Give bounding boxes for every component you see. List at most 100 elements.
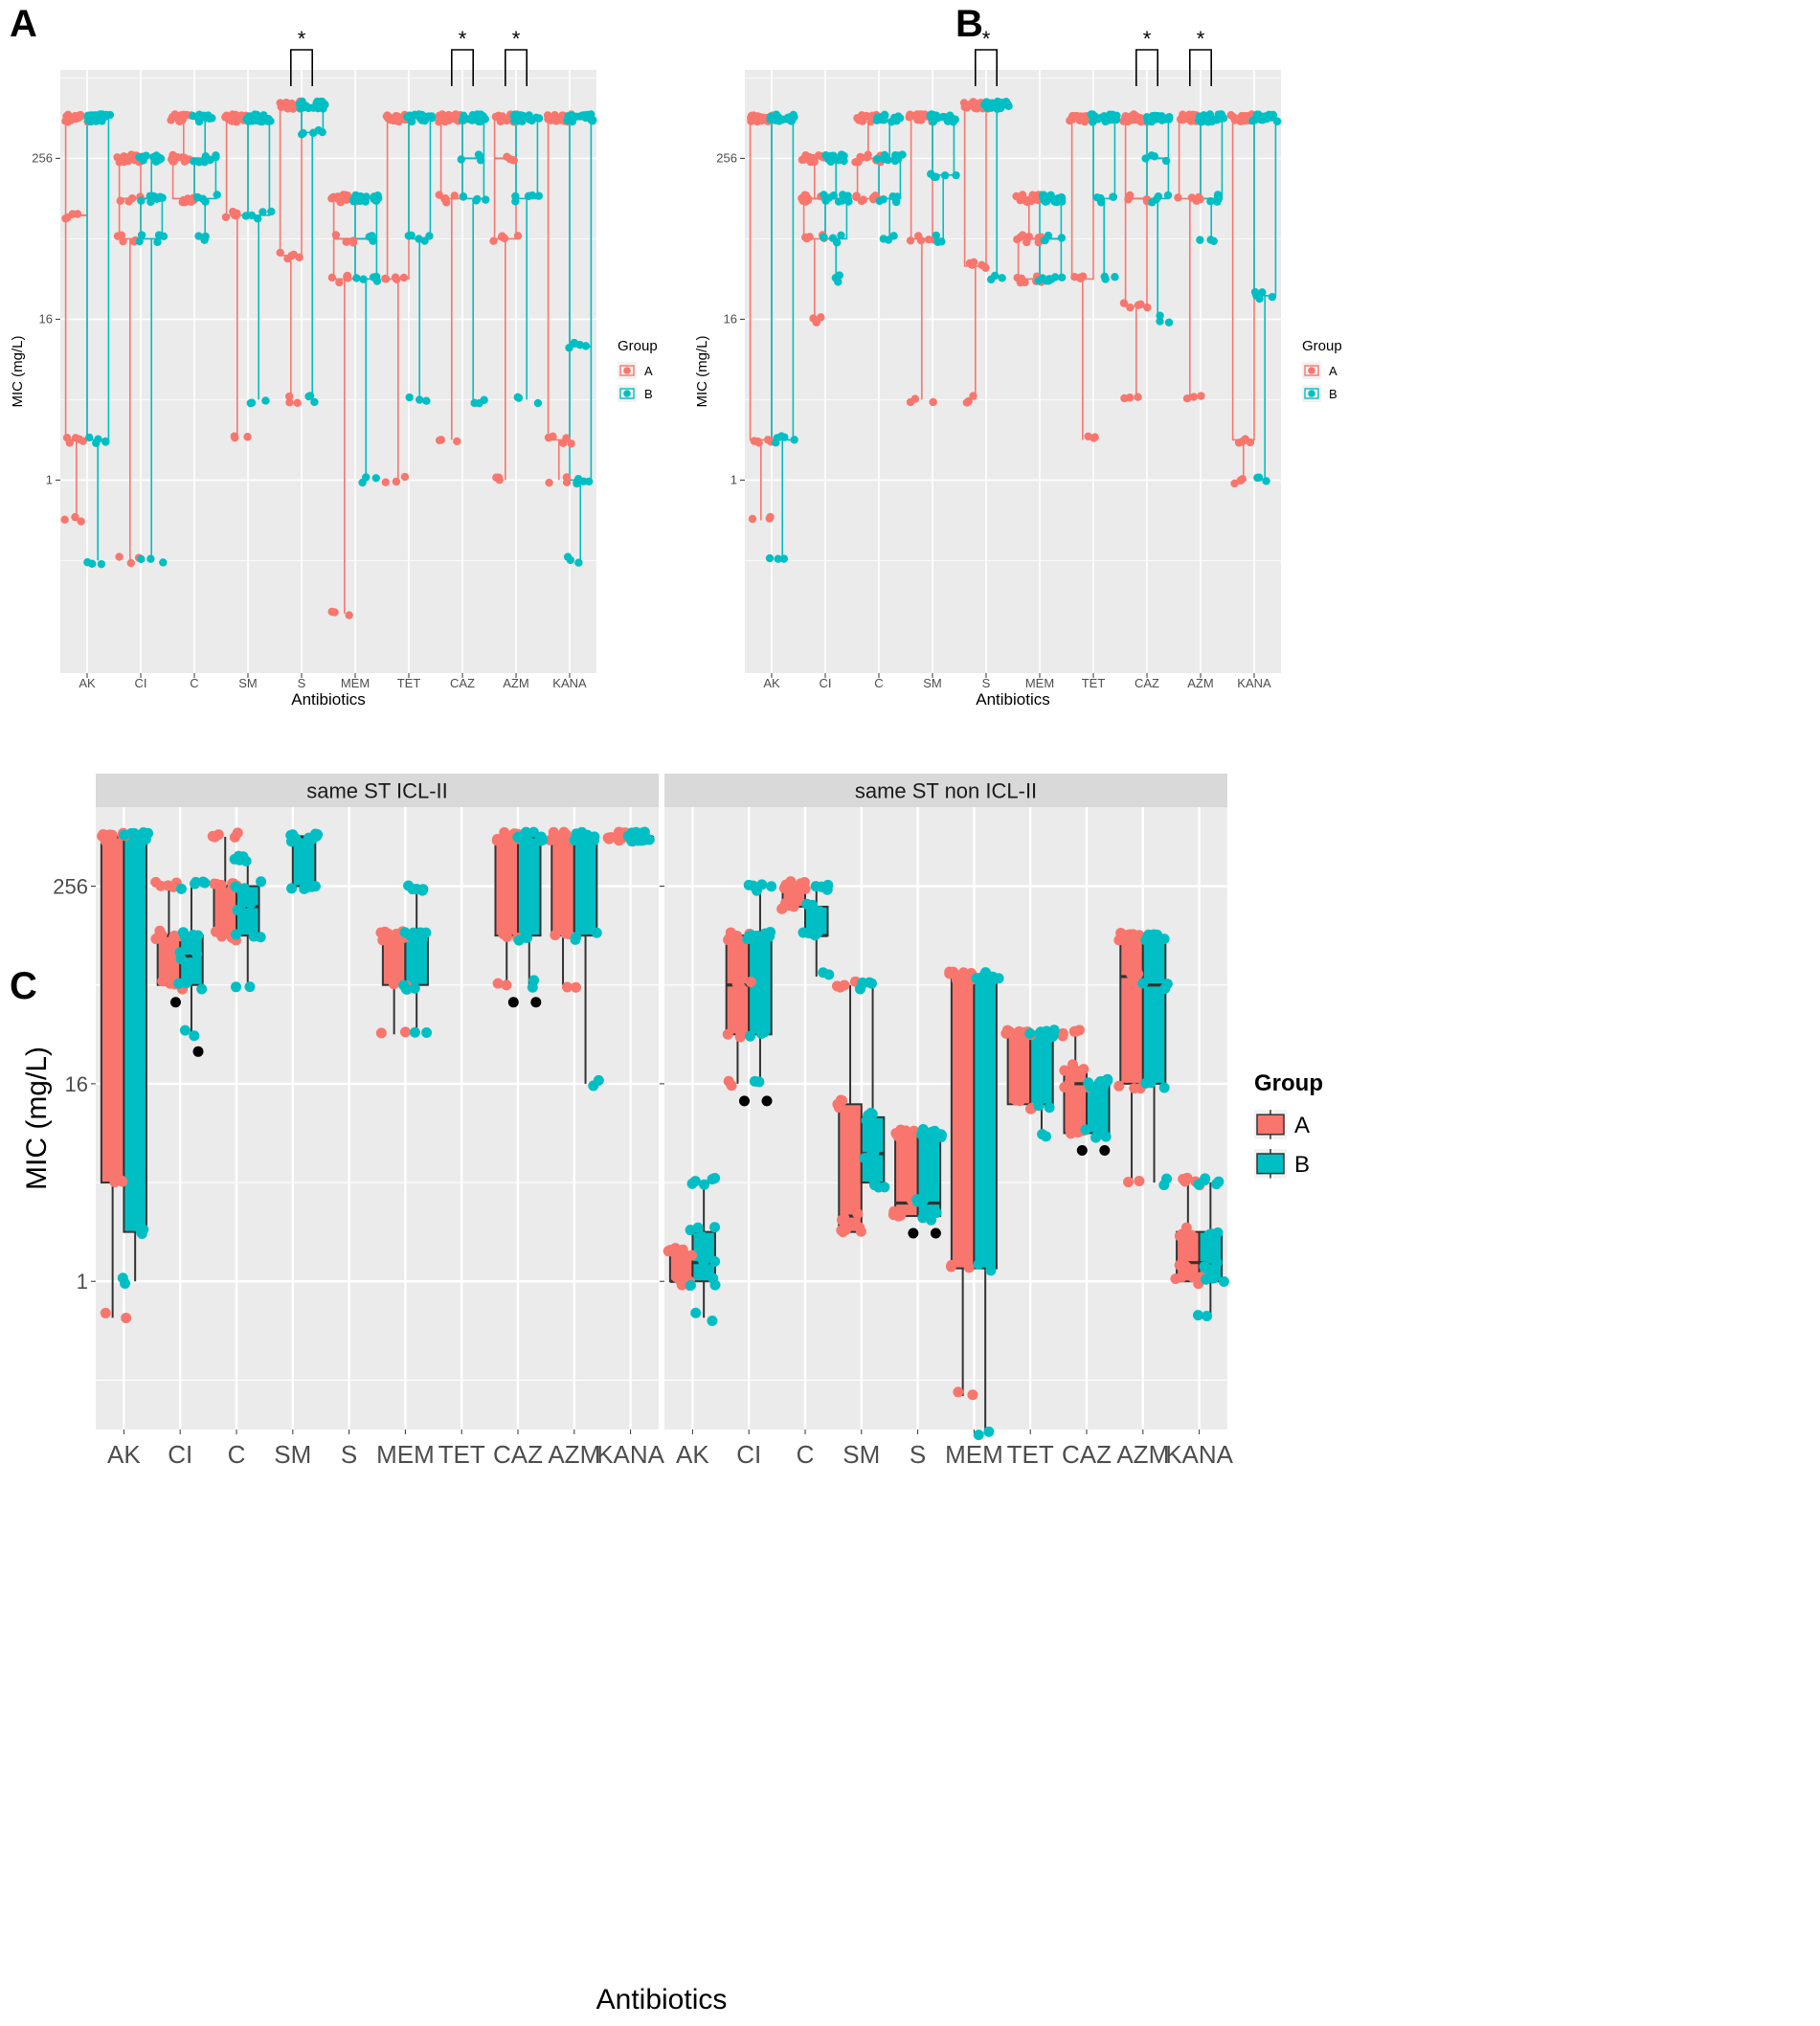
box-b — [1141, 934, 1167, 1085]
data-point — [798, 155, 807, 165]
data-point — [175, 117, 184, 126]
data-point — [837, 231, 845, 240]
data-point — [748, 514, 757, 524]
data-point — [216, 931, 228, 942]
data-point — [255, 932, 266, 943]
legend-key-box — [1304, 388, 1319, 399]
data-point — [1057, 234, 1067, 242]
data-point — [1134, 393, 1142, 401]
data-point — [411, 884, 422, 895]
data-point — [116, 196, 124, 205]
data-point — [398, 979, 410, 991]
data-point — [1038, 191, 1047, 200]
data-point — [930, 172, 938, 181]
data-point — [331, 231, 341, 239]
data-point — [94, 435, 102, 443]
data-point — [809, 904, 820, 915]
data-point — [201, 151, 210, 161]
data-point — [232, 905, 243, 916]
x-tick-label: KANA — [596, 1440, 664, 1469]
data-point — [1044, 1102, 1055, 1114]
outlier-point — [507, 997, 519, 1008]
data-point — [491, 835, 503, 846]
data-point — [1111, 273, 1119, 281]
data-point — [375, 1027, 387, 1039]
data-point — [330, 608, 339, 617]
data-point — [277, 100, 285, 109]
data-point — [435, 111, 444, 121]
x-tick-label: CI — [135, 676, 147, 690]
data-point — [945, 1261, 956, 1272]
data-point — [181, 977, 192, 988]
data-point — [1080, 1124, 1091, 1136]
data-point — [888, 192, 897, 201]
data-point — [1119, 299, 1129, 307]
data-point — [722, 1028, 733, 1040]
data-point — [435, 436, 444, 445]
data-point — [409, 982, 420, 994]
data-point — [400, 472, 410, 482]
data-point — [335, 278, 344, 287]
data-point — [212, 152, 220, 162]
data-point — [137, 830, 148, 842]
data-point — [765, 514, 774, 523]
data-point — [835, 153, 844, 162]
data-point — [673, 1273, 685, 1285]
data-point — [852, 192, 861, 202]
data-point — [345, 611, 353, 619]
data-point — [1179, 1259, 1190, 1271]
x-axis-title: Antibiotics — [596, 1984, 728, 2015]
data-point — [1206, 197, 1215, 206]
data-point — [1078, 1064, 1090, 1075]
data-point — [146, 197, 155, 207]
y-tick-label: 16 — [65, 1072, 88, 1096]
data-point — [963, 1262, 975, 1273]
data-point — [1218, 1275, 1229, 1287]
data-point — [559, 439, 568, 447]
data-point — [745, 977, 756, 988]
data-point — [1179, 115, 1187, 124]
x-tick-label: SM — [923, 676, 942, 690]
data-point — [153, 237, 162, 247]
data-point — [964, 396, 973, 406]
data-point — [180, 153, 189, 162]
data-point — [476, 156, 485, 165]
data-point — [167, 116, 175, 124]
y-tick-label: 1 — [730, 472, 737, 486]
y-tick-label: 256 — [53, 875, 88, 899]
y-tick-label: 256 — [716, 150, 737, 165]
data-point — [924, 235, 933, 244]
data-point — [1106, 111, 1114, 121]
x-tick-label: AZM — [1187, 676, 1213, 690]
data-point — [450, 191, 459, 200]
data-point — [1097, 113, 1106, 123]
data-point — [96, 115, 104, 124]
data-point — [929, 397, 937, 407]
data-point — [563, 552, 573, 561]
data-point — [868, 1175, 880, 1186]
box-a — [1006, 1033, 1032, 1106]
data-point — [1156, 317, 1164, 326]
x-tick-label: AK — [676, 1440, 709, 1469]
outlier-point — [908, 1227, 919, 1239]
legend-key-box — [1256, 1114, 1285, 1136]
data-point — [1096, 193, 1105, 203]
data-point — [1188, 114, 1198, 124]
data-point — [973, 1429, 984, 1441]
data-point — [170, 110, 179, 119]
data-point — [1100, 1131, 1112, 1142]
data-point — [1025, 1103, 1037, 1114]
data-point — [119, 236, 127, 246]
data-point — [929, 1125, 940, 1137]
significance-bracket — [975, 49, 998, 86]
x-tick-label: AK — [763, 676, 780, 690]
data-point — [801, 898, 813, 910]
data-point — [1196, 236, 1204, 244]
data-point — [747, 111, 756, 121]
data-point — [626, 827, 638, 839]
data-point — [855, 1226, 866, 1237]
data-point — [707, 1315, 718, 1326]
data-point — [125, 827, 137, 839]
data-point — [522, 828, 533, 840]
data-point — [1024, 195, 1033, 205]
